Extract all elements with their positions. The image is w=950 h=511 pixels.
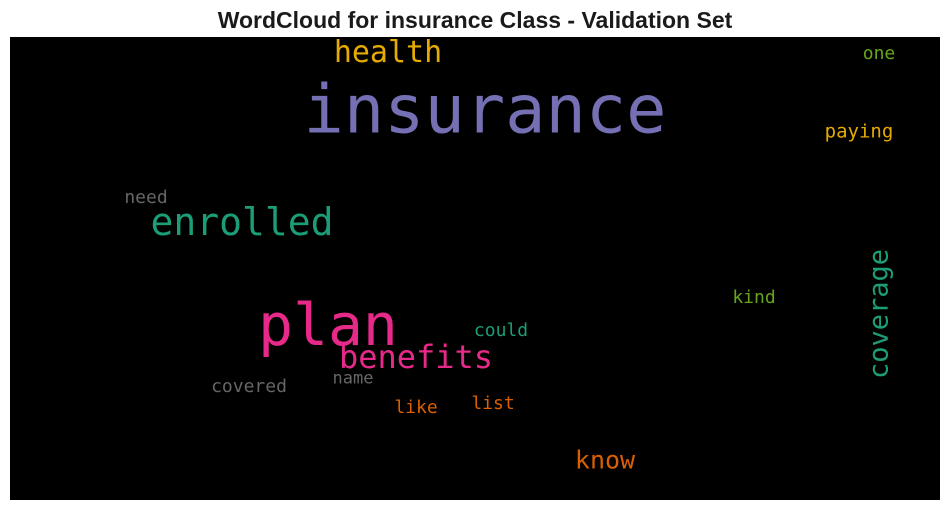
- wordcloud-canvas: insurance plan enrolled health benefits …: [10, 37, 940, 500]
- word-insurance: insurance: [303, 70, 667, 149]
- word-paying: paying: [824, 120, 894, 143]
- word-covered: covered: [211, 376, 287, 397]
- word-coverage: coverage: [863, 248, 895, 380]
- word-could: could: [473, 320, 529, 341]
- word-need: need: [124, 187, 168, 208]
- word-one: one: [862, 43, 896, 64]
- word-like: like: [394, 397, 438, 418]
- word-know: know: [574, 445, 636, 475]
- word-plan: plan: [258, 291, 398, 359]
- word-enrolled: enrolled: [150, 200, 334, 244]
- word-benefits: benefits: [338, 338, 494, 376]
- word-name: name: [332, 368, 374, 389]
- word-health: health: [333, 37, 443, 70]
- word-list: list: [471, 393, 515, 414]
- word-kind: kind: [732, 287, 776, 308]
- chart-title: WordCloud for insurance Class - Validati…: [217, 7, 733, 33]
